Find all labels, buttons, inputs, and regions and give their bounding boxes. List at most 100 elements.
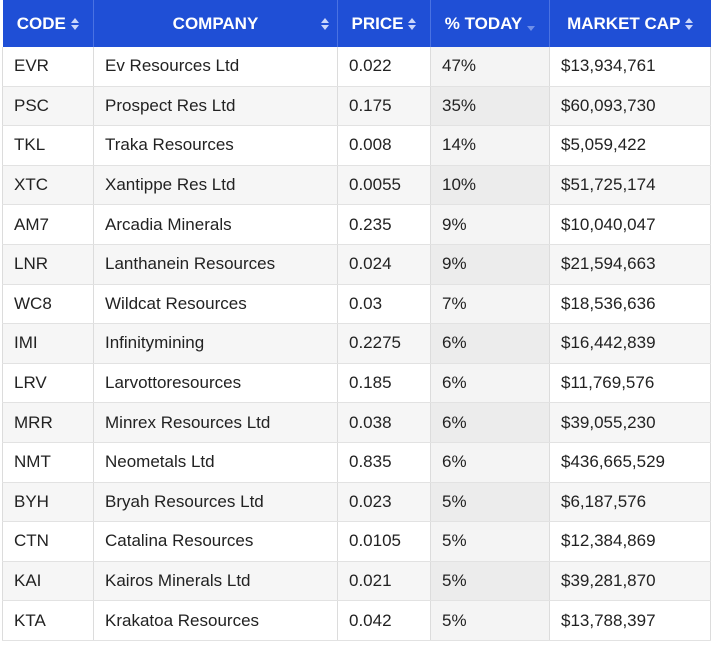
cell-market-cap: $39,055,230 bbox=[549, 402, 711, 443]
cell-price: 0.042 bbox=[337, 600, 431, 641]
cell-price: 0.0055 bbox=[337, 165, 431, 206]
column-header-price[interactable]: PRICE bbox=[337, 0, 431, 47]
cell-today: 6% bbox=[430, 363, 550, 404]
cell-market-cap: $13,934,761 bbox=[549, 47, 711, 87]
cell-code: NMT bbox=[2, 442, 94, 483]
cell-today: 7% bbox=[430, 284, 550, 325]
cell-code: XTC bbox=[2, 165, 94, 206]
column-header-market-cap[interactable]: MARKET CAP bbox=[549, 0, 711, 47]
column-header-code-label: CODE bbox=[16, 13, 66, 33]
cell-company: Wildcat Resources bbox=[93, 284, 338, 325]
cell-today: 6% bbox=[430, 323, 550, 364]
cell-company: Ev Resources Ltd bbox=[93, 47, 338, 87]
table-row[interactable]: WC8 Wildcat Resources 0.03 7% $18,536,636 bbox=[2, 284, 711, 325]
table-row[interactable]: BYH Bryah Resources Ltd 0.023 5% $6,187,576 bbox=[2, 482, 711, 523]
table-row[interactable]: PSC Prospect Res Ltd 0.175 35% $60,093,730 bbox=[2, 86, 711, 127]
cell-today: 6% bbox=[430, 442, 550, 483]
cell-price: 0.021 bbox=[337, 561, 431, 602]
cell-company: Kairos Minerals Ltd bbox=[93, 561, 338, 602]
cell-company: Arcadia Minerals bbox=[93, 204, 338, 245]
cell-code: WC8 bbox=[2, 284, 94, 325]
cell-code: BYH bbox=[2, 482, 94, 523]
cell-price: 0.2275 bbox=[337, 323, 431, 364]
cell-company: Bryah Resources Ltd bbox=[93, 482, 338, 523]
cell-market-cap: $12,384,869 bbox=[549, 521, 711, 562]
cell-market-cap: $10,040,047 bbox=[549, 204, 711, 245]
sort-both-icon bbox=[408, 17, 417, 30]
column-header-company-label: COMPANY bbox=[172, 13, 259, 33]
cell-price: 0.022 bbox=[337, 47, 431, 87]
cell-today: 5% bbox=[430, 561, 550, 602]
column-header-today-label: % TODAY bbox=[444, 13, 523, 33]
cell-today: 5% bbox=[430, 521, 550, 562]
sort-descending-icon bbox=[527, 26, 536, 31]
table-row[interactable]: LRV Larvottoresources 0.185 6% $11,769,576 bbox=[2, 363, 711, 404]
cell-price: 0.023 bbox=[337, 482, 431, 523]
cell-today: 9% bbox=[430, 244, 550, 285]
cell-price: 0.235 bbox=[337, 204, 431, 245]
column-header-today[interactable]: % TODAY bbox=[430, 0, 550, 47]
table-row[interactable]: LNR Lanthanein Resources 0.024 9% $21,594,66… bbox=[2, 244, 711, 285]
cell-code: IMI bbox=[2, 323, 94, 364]
cell-company: Neometals Ltd bbox=[93, 442, 338, 483]
cell-market-cap: $6,187,576 bbox=[549, 482, 711, 523]
cell-company: Prospect Res Ltd bbox=[93, 86, 338, 127]
column-header-market-cap-label: MARKET CAP bbox=[567, 13, 681, 33]
cell-company: Larvottoresources bbox=[93, 363, 338, 404]
column-header-company[interactable]: COMPANY bbox=[93, 0, 338, 47]
cell-price: 0.008 bbox=[337, 125, 431, 166]
cell-today: 5% bbox=[430, 600, 550, 641]
table-row[interactable]: XTC Xantippe Res Ltd 0.0055 10% $51,725,174 bbox=[2, 165, 711, 206]
cell-code: LNR bbox=[2, 244, 94, 285]
column-header-price-label: PRICE bbox=[351, 13, 404, 33]
cell-code: MRR bbox=[2, 402, 94, 443]
cell-code: EVR bbox=[2, 47, 94, 87]
cell-today: 9% bbox=[430, 204, 550, 245]
cell-price: 0.038 bbox=[337, 402, 431, 443]
cell-company: Catalina Resources bbox=[93, 521, 338, 562]
cell-code: PSC bbox=[2, 86, 94, 127]
cell-today: 10% bbox=[430, 165, 550, 206]
cell-market-cap: $21,594,663 bbox=[549, 244, 711, 285]
cell-company: Krakatoa Resources bbox=[93, 600, 338, 641]
table-row[interactable]: MRR Minrex Resources Ltd 0.038 6% $39,055,23… bbox=[2, 402, 711, 443]
table-row[interactable]: KAI Kairos Minerals Ltd 0.021 5% $39,281,870 bbox=[2, 561, 711, 602]
cell-price: 0.024 bbox=[337, 244, 431, 285]
sort-both-icon bbox=[321, 17, 329, 30]
cell-company: Infinitymining bbox=[93, 323, 338, 364]
cell-code: CTN bbox=[2, 521, 94, 562]
cell-market-cap: $5,059,422 bbox=[549, 125, 711, 166]
table-row[interactable]: TKL Traka Resources 0.008 14% $5,059,422 bbox=[2, 125, 711, 166]
cell-code: KAI bbox=[2, 561, 94, 602]
cell-market-cap: $436,665,529 bbox=[549, 442, 711, 483]
table-row[interactable]: EVR Ev Resources Ltd 0.022 47% $13,934,761 bbox=[2, 47, 711, 87]
cell-code: AM7 bbox=[2, 204, 94, 245]
cell-price: 0.03 bbox=[337, 284, 431, 325]
cell-code: LRV bbox=[2, 363, 94, 404]
table-row[interactable]: IMI Infinitymining 0.2275 6% $16,442,839 bbox=[2, 323, 711, 364]
cell-price: 0.0105 bbox=[337, 521, 431, 562]
cell-market-cap: $16,442,839 bbox=[549, 323, 711, 364]
cell-market-cap: $60,093,730 bbox=[549, 86, 711, 127]
cell-today: 47% bbox=[430, 47, 550, 87]
cell-code: KTA bbox=[2, 600, 94, 641]
sort-both-icon bbox=[685, 17, 694, 30]
table-row[interactable]: KTA Krakatoa Resources 0.042 5% $13,788,397 bbox=[2, 600, 711, 641]
table-row[interactable]: NMT Neometals Ltd 0.835 6% $436,665,529 bbox=[2, 442, 711, 483]
cell-today: 6% bbox=[430, 402, 550, 443]
cell-price: 0.175 bbox=[337, 86, 431, 127]
table-header-row: CODE COMPANY PRICE % TODAY bbox=[2, 0, 711, 47]
cell-company: Lanthanein Resources bbox=[93, 244, 338, 285]
cell-market-cap: $39,281,870 bbox=[549, 561, 711, 602]
cell-market-cap: $13,788,397 bbox=[549, 600, 711, 641]
cell-market-cap: $11,769,576 bbox=[549, 363, 711, 404]
table-body: EVR Ev Resources Ltd 0.022 47% $13,934,761 PS… bbox=[2, 47, 711, 641]
cell-code: TKL bbox=[2, 125, 94, 166]
column-header-code[interactable]: CODE bbox=[2, 0, 94, 47]
cell-market-cap: $51,725,174 bbox=[549, 165, 711, 206]
cell-market-cap: $18,536,636 bbox=[549, 284, 711, 325]
table-row[interactable]: CTN Catalina Resources 0.0105 5% $12,384,869 bbox=[2, 521, 711, 562]
cell-today: 14% bbox=[430, 125, 550, 166]
table-row[interactable]: AM7 Arcadia Minerals 0.235 9% $10,040,047 bbox=[2, 204, 711, 245]
